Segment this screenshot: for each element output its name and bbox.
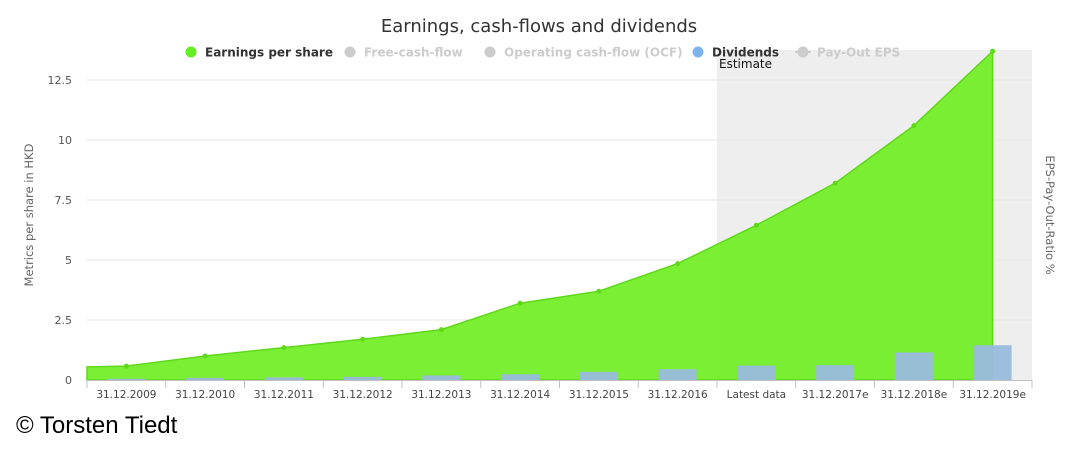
legend-item-pay-out-eps[interactable]: Pay-Out EPS [795,46,900,60]
dividend-bar[interactable] [343,376,382,380]
eps-point [832,180,838,186]
legend-symbol [484,46,496,58]
x-tick-label: Latest data [727,389,786,401]
legend-item-dividends[interactable]: Dividends [692,46,780,60]
eps-area [86,49,994,381]
dividend-bar[interactable] [658,369,697,380]
dividend-bar[interactable] [107,378,146,380]
x-tick-label: 31.12.2009 [96,389,156,401]
chart-title: Earnings, cash-flows and dividends [381,16,697,37]
eps-point [596,288,602,294]
eps-point [202,353,208,359]
dividend-bar[interactable] [816,365,855,380]
dividend-bar[interactable] [973,345,1012,380]
legend-label: Pay-Out EPS [817,46,900,60]
x-tick-label: 31.12.2012 [333,389,393,401]
legend-symbol [344,46,356,58]
eps-point [281,345,287,351]
legend-item-operating-cash-flow-ocf[interactable]: Operating cash-flow (OCF) [484,46,683,60]
y-tick-label: 7.5 [55,194,73,207]
legend-symbol [692,46,704,58]
legend-symbol [797,46,809,58]
legend-label: Operating cash-flow (OCF) [504,46,683,60]
y-tick-label: 2.5 [55,314,73,327]
x-tick-label: 31.12.2013 [411,389,471,401]
y-tick-label: 10 [58,134,72,147]
x-tick-label: 31.12.2011 [254,389,314,401]
legend-symbol [185,46,197,58]
eps-point [360,336,366,342]
eps-point [753,222,759,228]
dividend-bar[interactable] [501,374,540,380]
y-tick-label: 12.5 [48,74,73,87]
chart-svg: Estimate 0 2.5 5 7.5 10 12.5 31.12.2009 31.12.2… [22,16,1057,401]
eps-point [911,123,917,129]
x-tick-label: 31.12.2016 [648,389,708,401]
dividend-bar[interactable] [264,377,303,380]
dividend-bar[interactable] [186,377,225,380]
estimate-label: Estimate [719,57,772,71]
dividend-bar[interactable] [894,352,933,380]
eps-point [990,48,996,54]
x-tick-label: 31.12.2010 [175,389,235,401]
dividend-bar[interactable] [737,365,776,380]
y-axis-title-right: EPS-Pay-Out-Ratio % [1043,155,1057,274]
x-tick-label: 31.12.2017e [802,389,869,401]
legend-label: Free-cash-flow [364,46,463,60]
chart: Estimate 0 2.5 5 7.5 10 12.5 31.12.2009 31.12.2… [22,16,1057,401]
copyright-notice: © Torsten Tiedt [16,412,178,439]
x-tick-label: 31.12.2014 [490,389,550,401]
y-axis-title: Metrics per share in HKD [22,143,36,286]
eps-point [123,363,129,369]
legend-item-free-cash-flow[interactable]: Free-cash-flow [344,46,463,60]
eps-point [517,300,523,306]
x-tick-label: 31.12.2018e [881,389,948,401]
dividend-bar[interactable] [579,371,618,380]
legend-label: Dividends [712,46,779,60]
legend-item-earnings-per-share[interactable]: Earnings per share [185,46,334,60]
dividend-bar[interactable] [422,375,461,380]
x-tick-label: 31.12.2015 [569,389,629,401]
y-tick-label: 5 [65,254,72,267]
eps-point [675,261,681,267]
y-tick-label: 0 [65,374,72,387]
x-tick-label: 31.12.2019e [959,389,1026,401]
eps-point [438,327,444,333]
legend-label: Earnings per share [205,46,333,60]
